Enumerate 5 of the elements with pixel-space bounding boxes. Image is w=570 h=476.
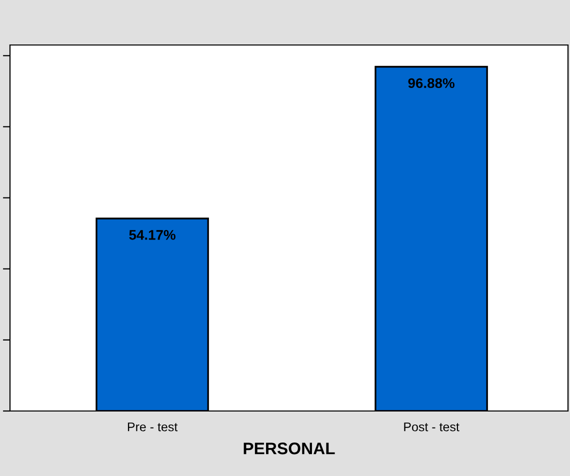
x-tick-label: Post - test — [404, 422, 460, 432]
data-label: 96.88% — [408, 78, 454, 88]
x-axis-title: PERSONAL — [244, 442, 335, 454]
data-label: 54.17% — [129, 230, 176, 240]
x-tick-label: Pre - test — [128, 422, 178, 432]
